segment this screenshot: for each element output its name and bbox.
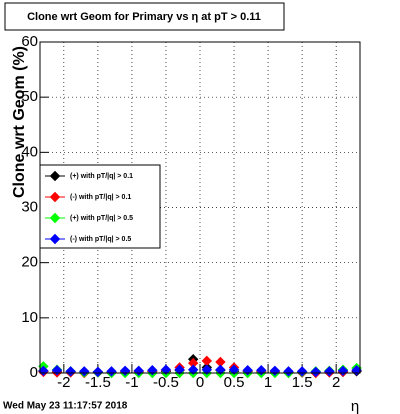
timestamp: Wed May 23 11:17:57 2018 — [3, 401, 128, 412]
marker — [324, 366, 335, 377]
x-tick-label: -1.5 — [85, 374, 111, 391]
y-tick-label: 40 — [21, 143, 38, 160]
y-tick-label: 50 — [21, 88, 38, 105]
y-tick-label: 20 — [21, 254, 38, 271]
legend-marker — [49, 233, 61, 245]
y-tick-label: 10 — [21, 309, 38, 326]
x-tick-label: 0 — [196, 374, 204, 391]
marker — [51, 365, 63, 376]
y-tick-label: 30 — [21, 198, 38, 215]
marker — [187, 364, 199, 375]
marker — [92, 366, 104, 378]
marker — [79, 366, 90, 377]
marker — [310, 366, 321, 378]
x-tick-label: 0.5 — [224, 374, 245, 391]
x-tick-label: 2 — [332, 374, 340, 391]
legend-box — [39, 164, 161, 249]
legend-label: (-) with pT/|q| > 0.1 — [70, 194, 131, 201]
marker — [296, 366, 308, 377]
x-tick-label: -1 — [125, 374, 138, 391]
x-tick-label: -0.5 — [153, 374, 179, 391]
marker — [65, 366, 76, 377]
marker — [160, 364, 172, 375]
legend-label: (+) with pT/|q| > 0.1 — [70, 173, 133, 180]
y-tick-label: 0 — [30, 364, 38, 381]
marker — [174, 364, 185, 375]
x-axis-label: η — [351, 398, 359, 414]
x-tick-label: -2 — [57, 374, 70, 391]
marker — [201, 364, 213, 375]
marker — [147, 365, 158, 376]
marker — [283, 366, 294, 377]
y-axis-label: Clone wrt Geom (%) — [11, 46, 28, 198]
legend-label: (+) with pT/|q| > 0.5 — [70, 215, 133, 222]
marker — [106, 366, 117, 377]
title-box — [4, 2, 285, 31]
y-tick-label: 60 — [21, 33, 38, 50]
legend-marker — [49, 191, 61, 203]
marker — [228, 364, 240, 375]
marker — [256, 365, 267, 376]
marker — [242, 365, 253, 376]
chart-title: Clone wrt Geom for Primary vs η at pT > … — [27, 11, 261, 23]
legend-label: (-) with pT/|q| > 0.5 — [70, 236, 131, 243]
legend-marker — [49, 170, 61, 182]
x-tick-label: 1.5 — [292, 374, 313, 391]
marker — [215, 364, 226, 375]
legend-marker — [49, 212, 61, 224]
x-tick-label: 1 — [264, 374, 272, 391]
